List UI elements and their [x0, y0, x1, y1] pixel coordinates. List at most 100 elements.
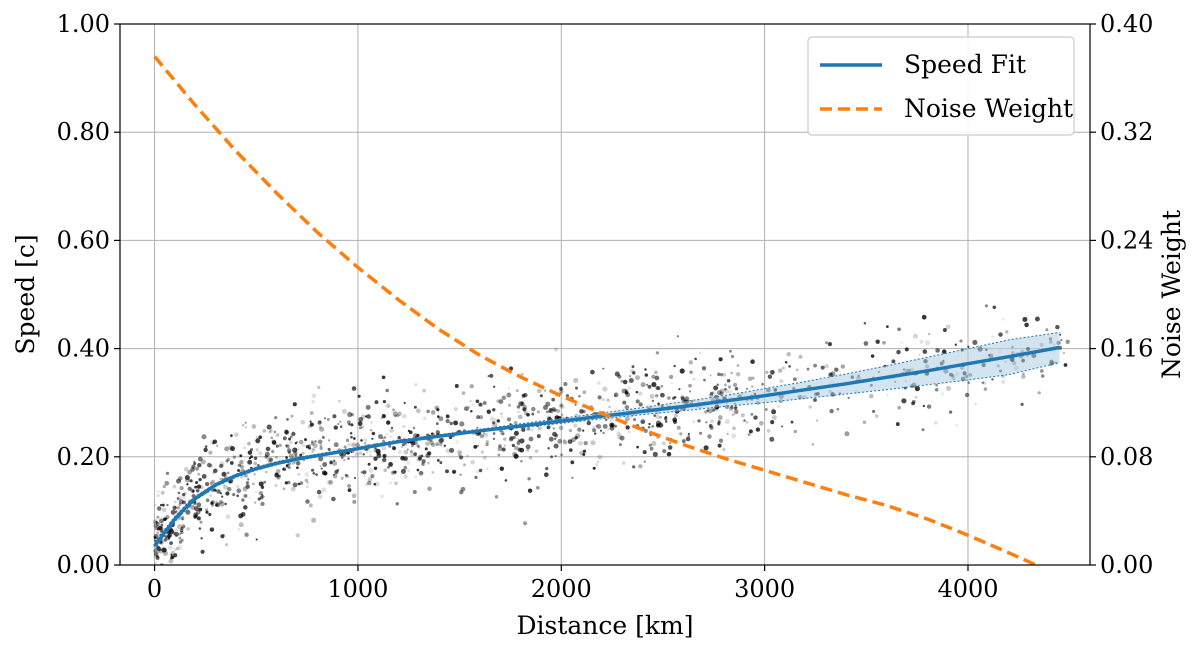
- scatter-point: [182, 492, 186, 497]
- scatter-point: [358, 417, 364, 422]
- scatter-point: [156, 531, 159, 535]
- scatter-point: [173, 500, 177, 504]
- scatter-point: [647, 384, 652, 389]
- scatter-point: [596, 380, 601, 386]
- scatter-point: [290, 454, 295, 458]
- scatter-point: [770, 420, 775, 425]
- scatter-point: [456, 449, 462, 455]
- scatter-point: [247, 459, 253, 465]
- scatter-point: [436, 415, 440, 418]
- scatter-point: [321, 435, 325, 439]
- scatter-point: [339, 425, 343, 428]
- scatter-point: [811, 443, 814, 446]
- scatter-point: [692, 377, 696, 381]
- scatter-point: [156, 493, 160, 498]
- scatter-point: [317, 494, 323, 500]
- scatter-point: [199, 520, 203, 524]
- y2-tick-label: 0.40: [1100, 10, 1153, 38]
- scatter-point: [425, 441, 430, 446]
- scatter-point: [519, 447, 525, 453]
- scatter-point: [370, 474, 375, 479]
- scatter-point: [209, 527, 215, 532]
- scatter-point: [534, 449, 539, 453]
- legend: Speed Fit Noise Weight: [807, 36, 1075, 136]
- scatter-point: [345, 438, 350, 442]
- scatter-point: [260, 485, 265, 490]
- scatter-point: [389, 481, 392, 485]
- y-tick-label: 0.00: [57, 551, 110, 579]
- scatter-point: [668, 374, 674, 380]
- scatter-point: [193, 462, 197, 466]
- scatter-point: [539, 394, 543, 398]
- scatter-point: [788, 365, 791, 368]
- scatter-point: [327, 479, 333, 486]
- scatter-point: [238, 513, 244, 519]
- scatter-point: [362, 470, 367, 475]
- scatter-point: [210, 501, 214, 505]
- scatter-point: [847, 396, 850, 399]
- scatter-point: [353, 437, 356, 440]
- scatter-point: [435, 442, 440, 447]
- scatter-point: [703, 445, 709, 451]
- scatter-point: [546, 425, 551, 430]
- scatter-point: [193, 460, 196, 463]
- scatter-point: [933, 420, 938, 425]
- scatter-point: [208, 512, 212, 517]
- scatter-point: [288, 466, 291, 470]
- scatter-point: [748, 429, 753, 434]
- scatter-point: [689, 370, 693, 374]
- scatter-point: [285, 444, 290, 449]
- scatter-point: [666, 451, 672, 457]
- scatter-point: [224, 502, 227, 506]
- scatter-point: [373, 466, 378, 470]
- scatter-point: [332, 473, 338, 479]
- scatter-point: [583, 440, 588, 446]
- scatter-point: [435, 422, 439, 426]
- scatter-point: [688, 360, 694, 365]
- scatter-point: [352, 499, 357, 504]
- scatter-point: [561, 413, 564, 416]
- scatter-point: [730, 354, 735, 359]
- scatter-point: [263, 480, 267, 484]
- scatter-point: [646, 383, 649, 386]
- scatter-point: [287, 462, 291, 466]
- scatter-point: [206, 462, 212, 468]
- scatter-point: [827, 342, 833, 347]
- scatter-point: [288, 437, 292, 441]
- scatter-point: [245, 484, 250, 489]
- scatter-point: [660, 392, 665, 398]
- scatter-point: [793, 377, 797, 382]
- scatter-point: [647, 425, 651, 429]
- scatter-point: [520, 459, 523, 463]
- scatter-point: [660, 384, 664, 388]
- scatter-point: [562, 440, 568, 445]
- scatter-point: [175, 510, 178, 513]
- scatter-point: [209, 481, 213, 485]
- scatter-point: [959, 339, 963, 343]
- scatter-point: [174, 531, 179, 537]
- scatter-point: [210, 500, 215, 505]
- scatter-point: [333, 425, 338, 430]
- scatter-point: [233, 455, 237, 458]
- scatter-point: [218, 499, 223, 504]
- scatter-point: [439, 461, 443, 465]
- scatter-point: [594, 432, 597, 435]
- scatter-point: [251, 482, 255, 486]
- scatter-point: [374, 447, 377, 450]
- scatter-point: [895, 422, 900, 427]
- scatter-point: [500, 415, 504, 419]
- scatter-point: [331, 496, 336, 502]
- scatter-point: [268, 430, 272, 434]
- scatter-point: [507, 387, 511, 390]
- scatter-point: [515, 389, 519, 392]
- scatter-point: [732, 426, 736, 431]
- scatter-point: [299, 481, 304, 485]
- scatter-point: [224, 543, 229, 547]
- scatter-point: [392, 446, 397, 451]
- scatter-point: [1065, 339, 1070, 344]
- scatter-point: [374, 481, 380, 487]
- scatter-point: [340, 456, 344, 459]
- scatter-point: [219, 477, 222, 481]
- scatter-point: [461, 391, 466, 395]
- scatter-point: [362, 453, 365, 456]
